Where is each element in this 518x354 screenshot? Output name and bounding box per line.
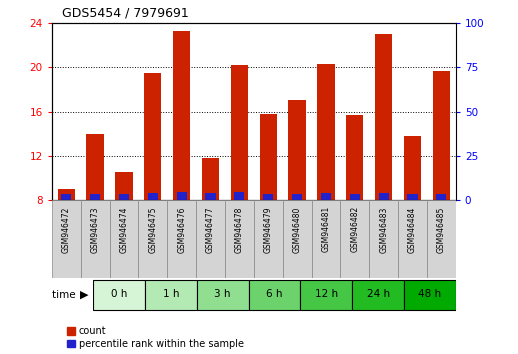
Text: 48 h: 48 h: [419, 289, 441, 299]
Bar: [436, 194, 447, 200]
Bar: [234, 192, 244, 200]
Bar: [177, 192, 186, 200]
Bar: [379, 193, 388, 200]
Bar: [202, 158, 219, 200]
Text: GSM946480: GSM946480: [293, 206, 301, 253]
Text: 6 h: 6 h: [266, 289, 283, 299]
FancyBboxPatch shape: [145, 280, 197, 310]
Text: GSM946475: GSM946475: [148, 206, 157, 253]
FancyBboxPatch shape: [300, 280, 352, 310]
Text: GSM946484: GSM946484: [408, 206, 417, 253]
Text: ▶: ▶: [80, 290, 89, 300]
Text: GSM946485: GSM946485: [437, 206, 446, 253]
Text: GSM946478: GSM946478: [235, 206, 244, 253]
Text: GDS5454 / 7979691: GDS5454 / 7979691: [62, 6, 189, 19]
FancyBboxPatch shape: [369, 200, 398, 278]
Text: GSM946474: GSM946474: [120, 206, 128, 253]
Text: 0 h: 0 h: [111, 289, 127, 299]
FancyBboxPatch shape: [404, 280, 456, 310]
Bar: [87, 133, 104, 200]
Text: time: time: [52, 290, 79, 300]
Bar: [144, 73, 162, 200]
FancyBboxPatch shape: [197, 280, 249, 310]
Bar: [119, 194, 129, 200]
FancyBboxPatch shape: [427, 200, 456, 278]
Bar: [260, 114, 277, 200]
FancyBboxPatch shape: [196, 200, 225, 278]
FancyBboxPatch shape: [311, 200, 340, 278]
Bar: [148, 193, 158, 200]
FancyBboxPatch shape: [249, 280, 300, 310]
Bar: [289, 101, 306, 200]
Text: 1 h: 1 h: [163, 289, 179, 299]
Legend: count, percentile rank within the sample: count, percentile rank within the sample: [67, 326, 243, 349]
Bar: [61, 194, 71, 200]
FancyBboxPatch shape: [81, 200, 109, 278]
Bar: [346, 115, 364, 200]
Bar: [408, 194, 418, 200]
FancyBboxPatch shape: [340, 200, 369, 278]
Text: GSM946477: GSM946477: [206, 206, 215, 253]
Text: GSM946473: GSM946473: [91, 206, 99, 253]
Bar: [231, 65, 248, 200]
FancyBboxPatch shape: [254, 200, 283, 278]
FancyBboxPatch shape: [225, 200, 254, 278]
FancyBboxPatch shape: [398, 200, 427, 278]
Bar: [263, 194, 274, 200]
FancyBboxPatch shape: [52, 200, 81, 278]
FancyBboxPatch shape: [138, 200, 167, 278]
Bar: [57, 189, 75, 200]
Bar: [90, 194, 100, 200]
Bar: [321, 193, 331, 200]
FancyBboxPatch shape: [167, 200, 196, 278]
Bar: [318, 64, 335, 200]
Bar: [404, 136, 421, 200]
FancyBboxPatch shape: [283, 200, 311, 278]
Bar: [292, 194, 302, 200]
Bar: [350, 194, 360, 200]
FancyBboxPatch shape: [109, 200, 138, 278]
FancyBboxPatch shape: [93, 280, 145, 310]
Bar: [173, 31, 190, 200]
Bar: [116, 172, 133, 200]
Text: 3 h: 3 h: [214, 289, 231, 299]
Bar: [206, 193, 215, 200]
Text: GSM946479: GSM946479: [264, 206, 273, 253]
Text: GSM946472: GSM946472: [62, 206, 71, 253]
Text: 24 h: 24 h: [367, 289, 390, 299]
Text: GSM946482: GSM946482: [350, 206, 359, 252]
Text: GSM946483: GSM946483: [379, 206, 388, 253]
Text: 12 h: 12 h: [315, 289, 338, 299]
Bar: [375, 34, 392, 200]
Bar: [433, 70, 450, 200]
Text: GSM946476: GSM946476: [177, 206, 186, 253]
FancyBboxPatch shape: [352, 280, 404, 310]
Text: GSM946481: GSM946481: [322, 206, 330, 252]
